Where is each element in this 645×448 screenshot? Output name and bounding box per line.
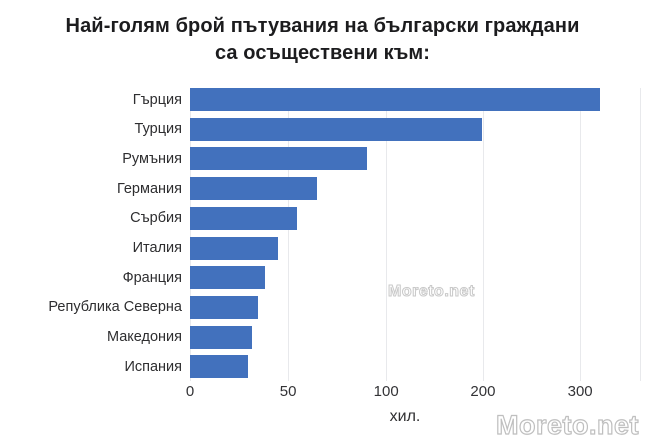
chart-title: Най-голям брой пътувания на български гр… <box>0 13 645 67</box>
chart-bar <box>190 236 279 260</box>
y-axis-labels: Гърция Турция Румъния Германия Сърбия Италия Ф… <box>0 88 182 378</box>
category-label: Македония <box>106 329 182 346</box>
chart-bar <box>190 266 266 290</box>
category-label: Гърция <box>132 91 182 108</box>
x-axis-title: хил. <box>389 408 421 425</box>
category-label: Испания <box>124 358 182 375</box>
gridline <box>640 88 641 381</box>
watermark-center: Moreto.net <box>388 283 475 301</box>
gridline <box>580 88 582 381</box>
x-tick-label: 0 <box>185 383 195 400</box>
category-label: Сърбия <box>130 210 182 227</box>
chart-bar <box>190 355 249 379</box>
gridline <box>190 88 191 381</box>
gridline <box>482 88 484 381</box>
watermark-corner: Moreto.net <box>495 409 639 440</box>
gridline <box>386 88 388 381</box>
plot-area <box>190 88 641 381</box>
category-label: Италия <box>132 240 182 256</box>
chart-bar <box>190 147 367 171</box>
chart-bar <box>190 177 317 201</box>
chart-bar <box>190 117 483 141</box>
x-tick-label: 200 <box>470 383 496 400</box>
gridline <box>288 88 290 381</box>
x-tick-label: 100 <box>373 383 399 400</box>
category-label: Турция <box>134 121 182 138</box>
chart-bar <box>190 206 298 230</box>
chart-bar <box>190 88 600 111</box>
x-tick-label: 300 <box>567 383 593 400</box>
x-tick-label: 50 <box>279 383 297 400</box>
category-label: Румъния <box>122 150 182 167</box>
category-label: Франция <box>122 269 182 286</box>
chart-bar <box>190 295 258 319</box>
category-label: Германия <box>116 180 182 197</box>
category-label: Република Северна <box>48 299 182 316</box>
chart-title-line-2: са осъществени към: <box>214 42 431 64</box>
chart-title-line-1: Най-голям брой пътувания на български гр… <box>65 15 580 37</box>
chart-bar <box>190 325 253 349</box>
